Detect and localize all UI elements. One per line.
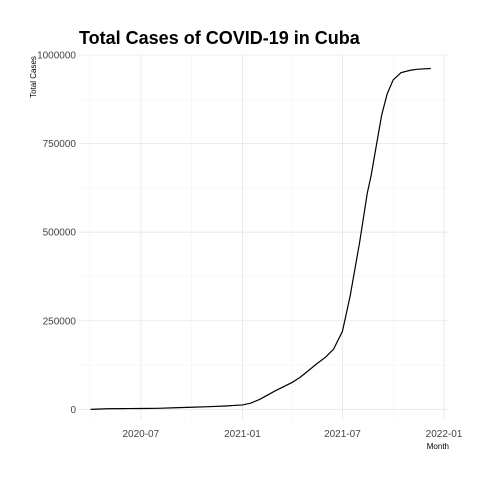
series-line-total-cases bbox=[90, 67, 431, 410]
y-axis-label: Total Cases bbox=[29, 56, 38, 98]
x-tick-label: 2020-07 bbox=[122, 429, 159, 440]
x-tick-label: 2021-07 bbox=[324, 429, 361, 440]
x-axis-label: Month bbox=[427, 442, 449, 451]
y-tick-label: 750000 bbox=[43, 139, 77, 150]
x-axis-ticks: 2020-07 2021-01 2021-07 2022-01 bbox=[122, 429, 462, 440]
chart-title: Total Cases of COVID-19 in Cuba bbox=[79, 28, 361, 48]
x-tick-label: 2021-01 bbox=[224, 429, 261, 440]
y-tick-label: 0 bbox=[70, 405, 76, 416]
y-axis-ticks: 0 250000 500000 750000 1000000 bbox=[37, 51, 76, 416]
y-tick-label: 1000000 bbox=[37, 51, 76, 62]
y-tick-label: 500000 bbox=[43, 228, 77, 239]
x-tick-label: 2022-01 bbox=[426, 429, 463, 440]
y-tick-label: 250000 bbox=[43, 316, 77, 327]
grid bbox=[79, 54, 449, 420]
